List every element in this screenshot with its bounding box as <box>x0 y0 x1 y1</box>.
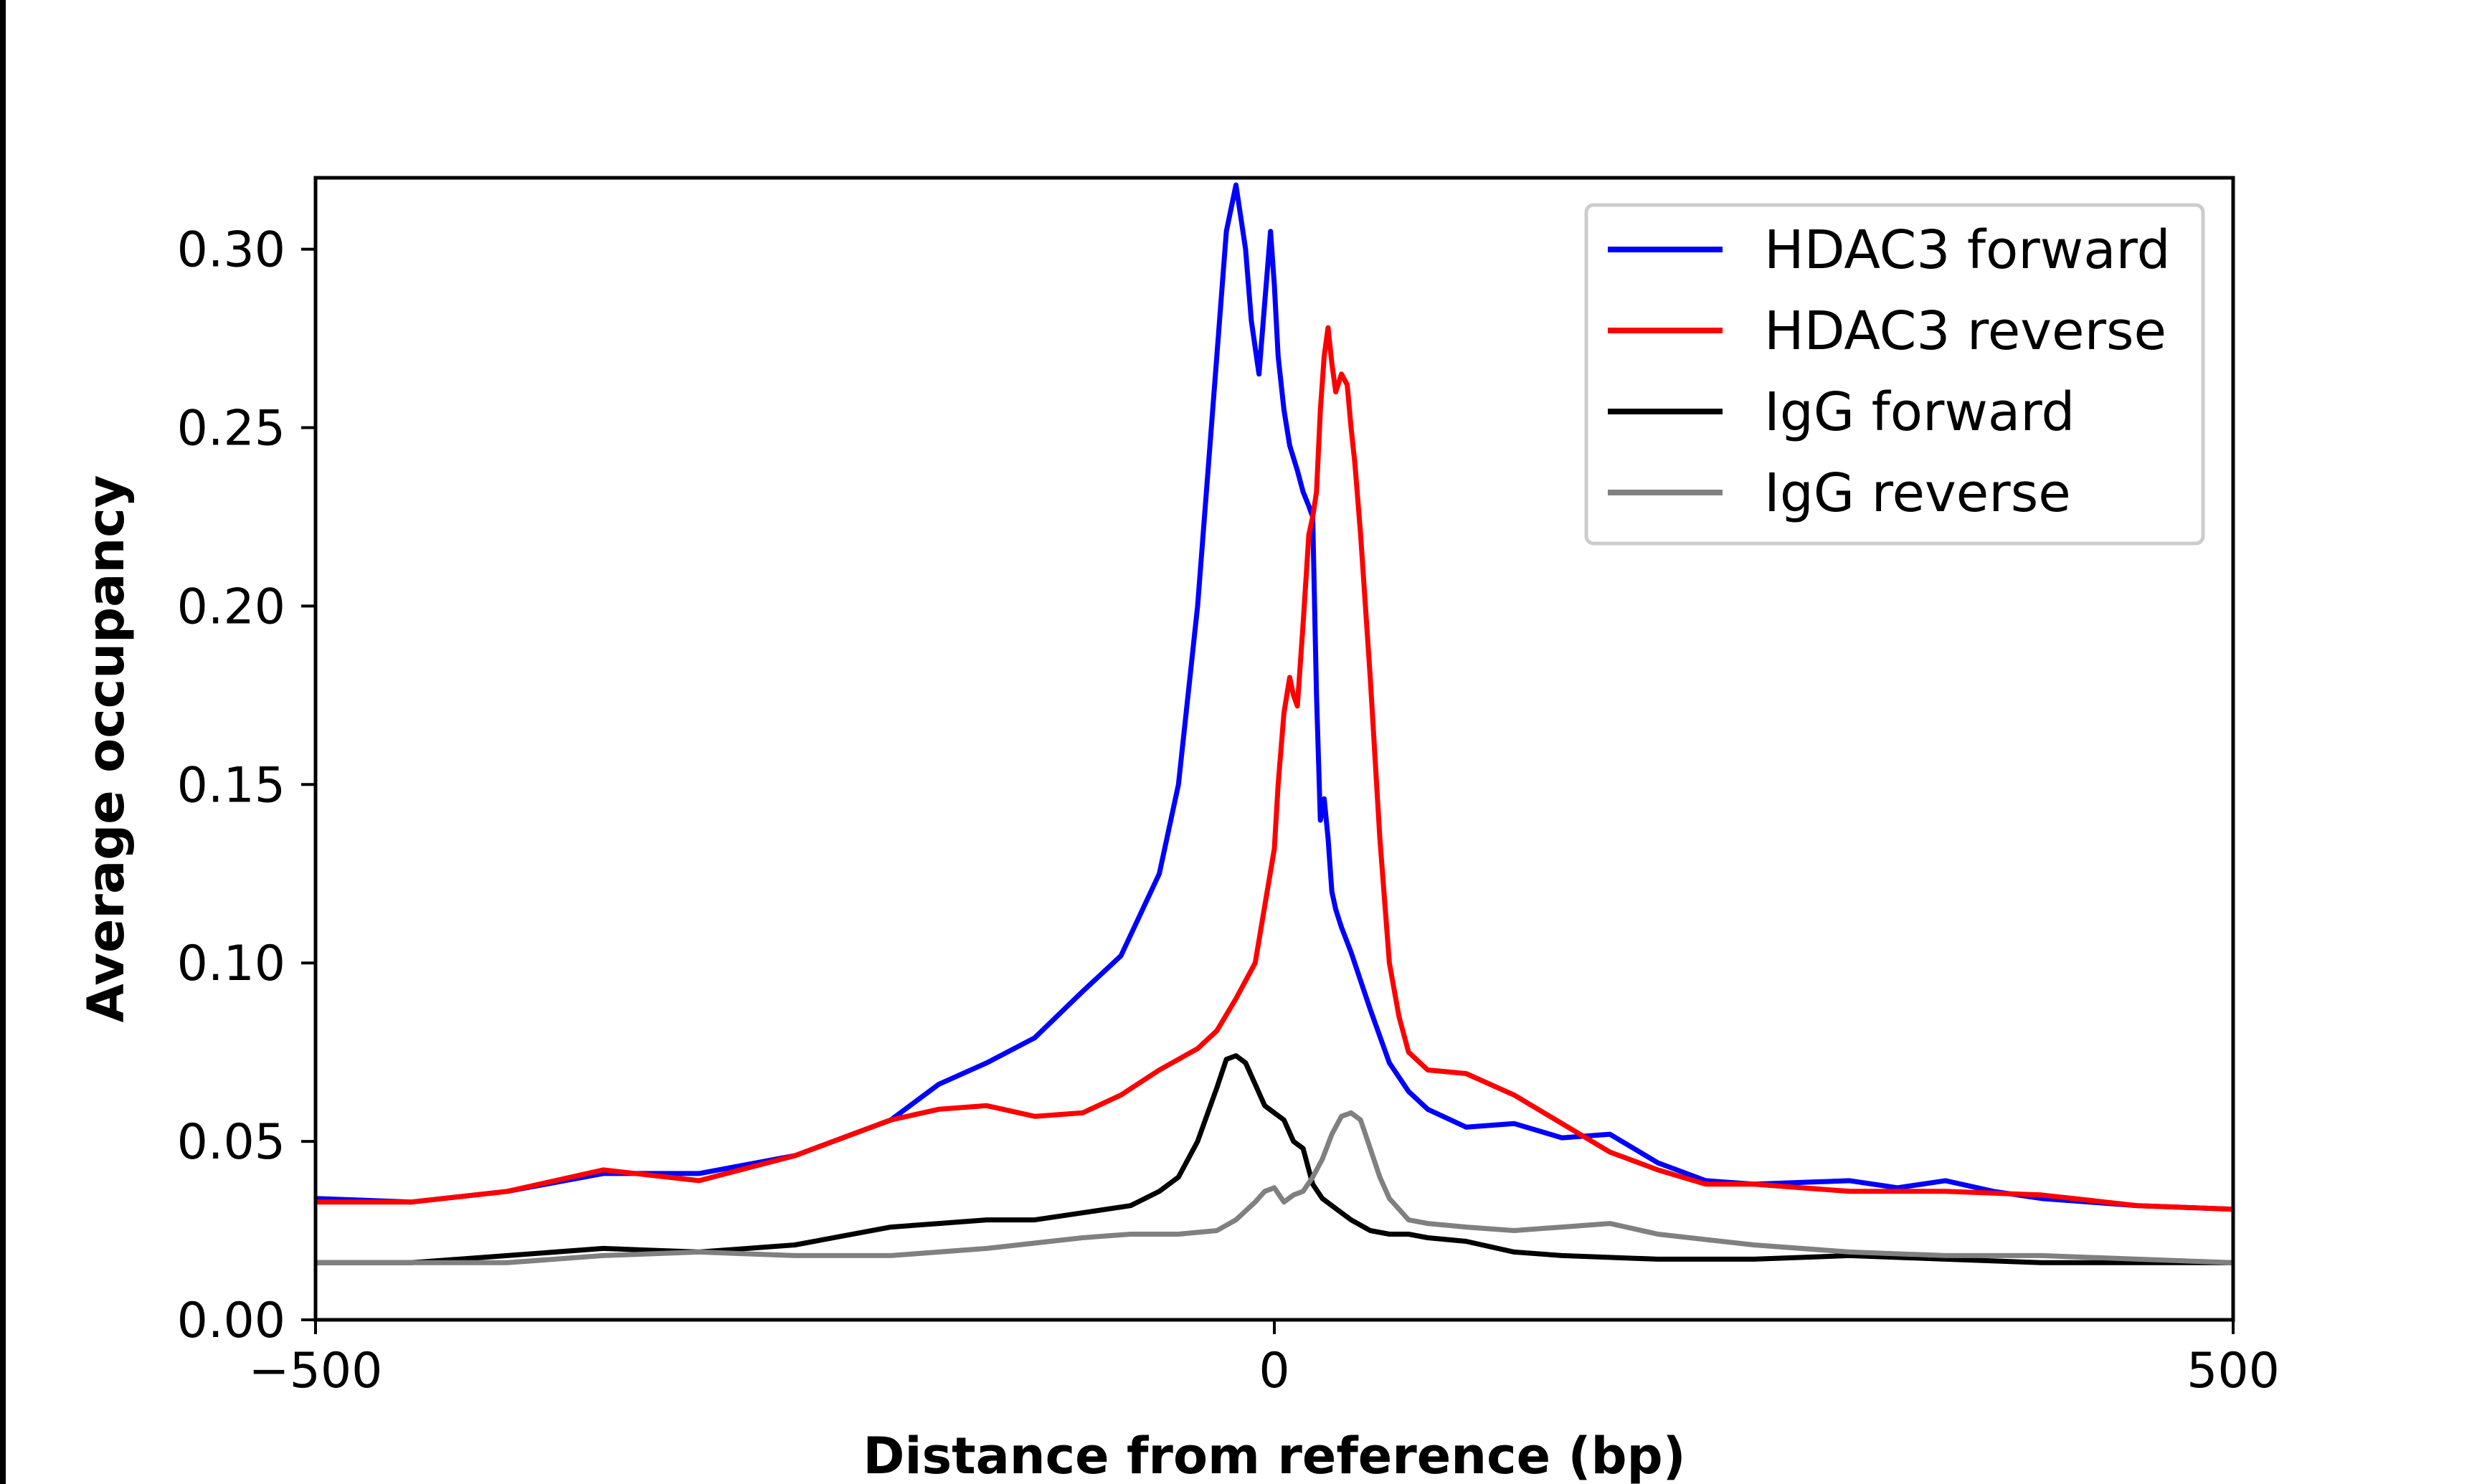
series-line-2 <box>316 1053 2233 1265</box>
x-tick-label: 500 <box>2187 1343 2280 1399</box>
y-tick-label: 0.00 <box>177 1293 285 1349</box>
legend-label: HDAC3 reverse <box>1764 300 2166 362</box>
series-line-0 <box>316 182 2233 1212</box>
y-tick-label: 0.20 <box>177 579 285 635</box>
legend-label: HDAC3 forward <box>1764 219 2171 281</box>
y-tick-label: 0.05 <box>177 1114 285 1171</box>
series-line-1 <box>316 325 2233 1212</box>
x-axis-title: Distance from reference (bp) <box>863 1427 1685 1484</box>
y-tick-label: 0.10 <box>177 936 285 992</box>
y-tick-label: 0.30 <box>177 222 285 279</box>
left-border-rule <box>0 0 6 1484</box>
legend: HDAC3 forward HDAC3 reverse IgG forward IgG… <box>1584 203 2205 546</box>
series-line-3 <box>316 1110 2233 1265</box>
y-tick-label: 0.25 <box>177 400 285 457</box>
ticks-layer: −500 0 500 0.00 0.05 0.10 0.15 0.20 0.25 0.30 <box>177 222 2280 1399</box>
series-layer <box>316 182 2233 1265</box>
y-axis-title: Average occupancy <box>77 475 136 1023</box>
x-tick-label: 0 <box>1259 1343 1289 1399</box>
legend-label: IgG reverse <box>1764 462 2071 524</box>
x-tick-label: −500 <box>249 1343 383 1399</box>
legend-label: IgG forward <box>1764 381 2075 443</box>
y-tick-label: 0.15 <box>177 757 285 814</box>
legend-box <box>1584 203 2205 546</box>
